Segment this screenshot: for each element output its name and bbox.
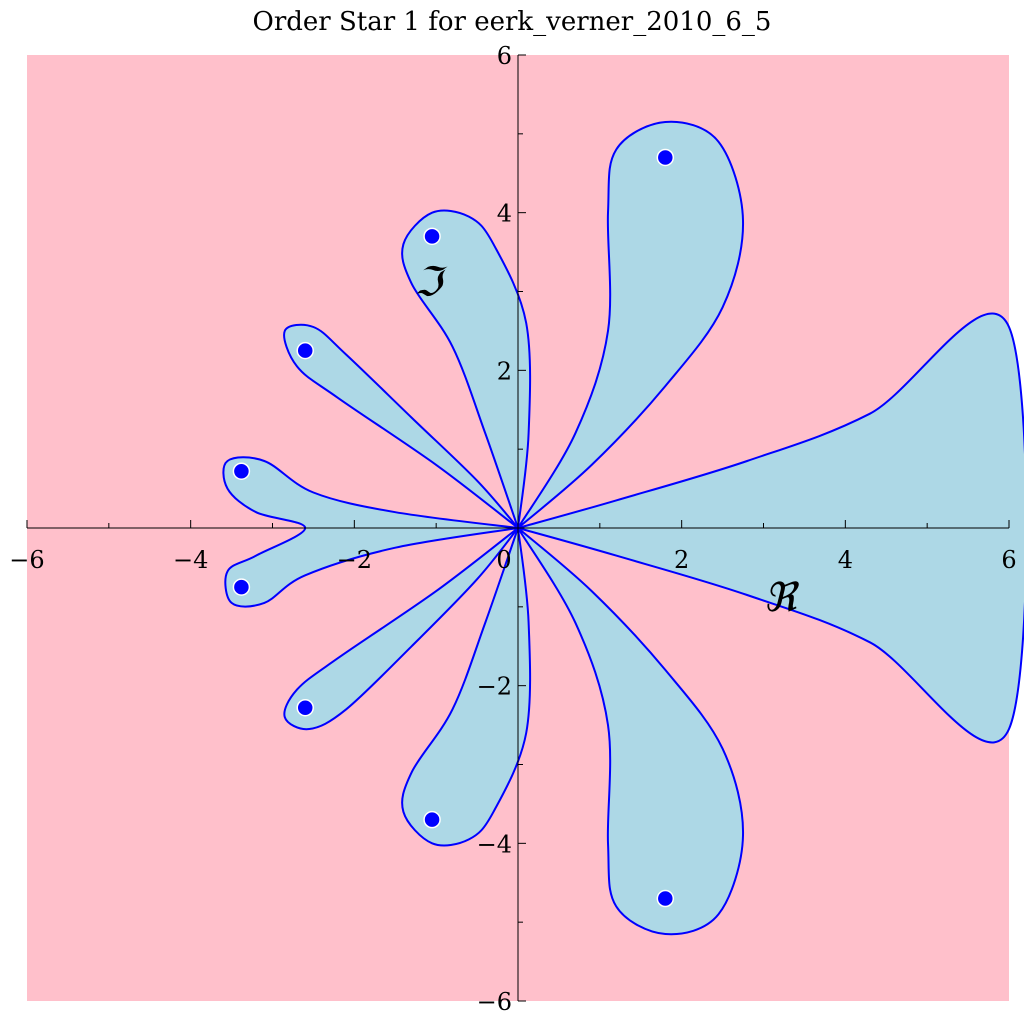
- y-tick-label: 6: [497, 42, 512, 70]
- y-tick-label: 2: [497, 357, 512, 385]
- pole-marker: [296, 341, 314, 360]
- x-tick-label: 0: [496, 546, 511, 574]
- chart-title: Order Star 1 for eerk_verner_2010_6_5: [253, 7, 772, 37]
- pole-marker: [296, 698, 314, 717]
- y-tick-label: 4: [497, 200, 512, 228]
- lobe-lobe-lower-1: [517, 527, 745, 936]
- poles-layer: [232, 148, 675, 908]
- y-tick-label: −2: [477, 673, 512, 701]
- x-axis-label: ℜ: [764, 575, 800, 621]
- x-tick-label: 6: [1001, 546, 1016, 574]
- y-tick-label: −6: [477, 988, 512, 1016]
- lobe-lobe-lower-2: [401, 527, 532, 847]
- x-tick-label: −4: [173, 546, 208, 574]
- lobe-lobe-upper-2: [401, 209, 532, 529]
- x-tick-label: −2: [337, 546, 372, 574]
- pole-marker: [423, 227, 441, 246]
- x-tick-label: −6: [9, 546, 44, 574]
- x-tick-label: 2: [674, 546, 689, 574]
- axes-layer: −6 −4 −2 0 2 4 6 −6 −4 −2 2 4 6: [9, 42, 1016, 1016]
- x-tick-label: 4: [838, 546, 853, 574]
- pole-marker: [656, 889, 675, 908]
- lobe-lobe-upper-3: [283, 323, 519, 529]
- pole-marker: [232, 462, 251, 480]
- pole-marker: [232, 578, 251, 596]
- pole-marker: [423, 810, 441, 829]
- lobe-lobe-upper-1: [517, 120, 745, 529]
- pole-marker: [656, 148, 675, 167]
- lobe-lobe-lower-3: [283, 527, 519, 731]
- y-tick-label: −4: [477, 830, 512, 858]
